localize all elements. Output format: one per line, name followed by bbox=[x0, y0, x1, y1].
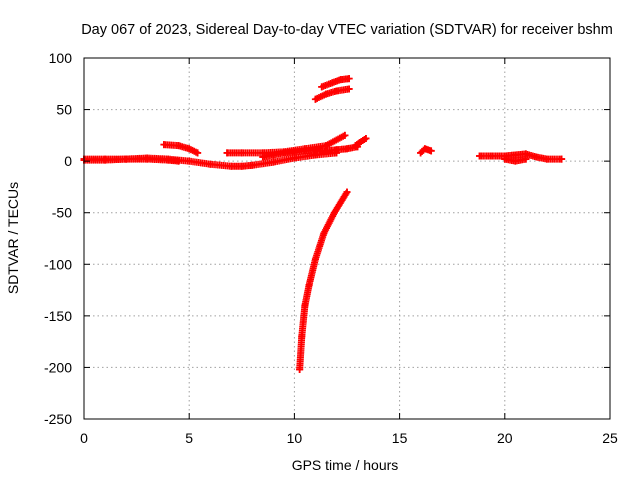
y-axis-label: SDTVAR / TECUs bbox=[5, 182, 21, 294]
data-point bbox=[558, 155, 566, 163]
x-tick-label: 10 bbox=[287, 430, 303, 446]
series-track-j bbox=[501, 155, 530, 165]
plot-frame bbox=[83, 57, 611, 420]
data-point bbox=[328, 79, 336, 87]
grid bbox=[84, 58, 610, 419]
data-point bbox=[185, 157, 193, 165]
data-point bbox=[259, 153, 267, 161]
data-point bbox=[488, 152, 496, 160]
data-point bbox=[194, 149, 202, 157]
series-track-d bbox=[311, 85, 353, 103]
data-point bbox=[343, 145, 351, 153]
data-point bbox=[532, 153, 540, 161]
y-tick-label: 100 bbox=[49, 50, 73, 66]
data-point bbox=[298, 332, 306, 340]
y-tick-label: -250 bbox=[44, 411, 72, 427]
data-point bbox=[290, 148, 298, 156]
data-point bbox=[345, 85, 353, 93]
data-point bbox=[101, 156, 109, 164]
y-tick-label: -50 bbox=[52, 205, 72, 221]
data-point bbox=[238, 149, 246, 157]
data-point bbox=[269, 158, 277, 166]
data-point bbox=[248, 161, 256, 169]
data-point bbox=[311, 255, 319, 263]
data-point bbox=[421, 145, 429, 153]
data-point bbox=[332, 87, 340, 95]
data-points bbox=[80, 75, 566, 373]
data-point bbox=[476, 152, 484, 160]
y-tick-label: 0 bbox=[64, 153, 72, 169]
data-point bbox=[280, 149, 288, 157]
data-point bbox=[122, 155, 130, 163]
data-point bbox=[311, 95, 319, 103]
data-point bbox=[185, 145, 193, 153]
data-point bbox=[269, 151, 277, 159]
series-track-c bbox=[259, 143, 362, 161]
data-point bbox=[305, 281, 313, 289]
x-tick-label: 0 bbox=[80, 430, 88, 446]
data-point bbox=[362, 134, 370, 142]
data-point bbox=[206, 160, 214, 168]
data-point bbox=[337, 76, 345, 84]
data-point bbox=[290, 154, 298, 162]
series-track-h bbox=[417, 145, 435, 157]
axis-ticks: 0 5 10 15 20 25 -250 -200 -150 -100 -50 0 50 100 bbox=[44, 50, 618, 446]
data-point bbox=[301, 302, 309, 310]
y-tick-label: -200 bbox=[44, 359, 72, 375]
data-point bbox=[296, 365, 304, 373]
series-track-f bbox=[351, 134, 370, 150]
data-point bbox=[345, 75, 353, 83]
data-point bbox=[351, 142, 359, 150]
data-point bbox=[160, 141, 168, 149]
data-point bbox=[322, 147, 330, 155]
x-tick-label: 25 bbox=[602, 430, 618, 446]
data-point bbox=[511, 157, 519, 165]
data-point bbox=[543, 155, 551, 163]
data-point bbox=[301, 147, 309, 155]
y-tick-label: -150 bbox=[44, 308, 72, 324]
data-point bbox=[427, 147, 435, 155]
data-point bbox=[175, 157, 183, 165]
series-track-a bbox=[160, 141, 202, 157]
data-point bbox=[341, 131, 349, 139]
data-point bbox=[143, 155, 151, 163]
data-point bbox=[511, 151, 519, 159]
data-point bbox=[311, 147, 319, 155]
data-point bbox=[332, 146, 340, 154]
series-track-e bbox=[318, 75, 353, 91]
x-tick-label: 5 bbox=[185, 430, 193, 446]
x-tick-label: 20 bbox=[497, 430, 513, 446]
data-point bbox=[175, 142, 183, 150]
x-axis-label: GPS time / hours bbox=[292, 457, 399, 473]
chart-title: Day 067 of 2023, Sidereal Day-to-day VTE… bbox=[81, 22, 613, 38]
x-tick-label: 15 bbox=[392, 430, 408, 446]
data-point bbox=[501, 155, 509, 163]
series-track-g bbox=[296, 188, 351, 373]
y-tick-label: 50 bbox=[56, 102, 72, 118]
data-point bbox=[238, 162, 246, 170]
data-point bbox=[227, 162, 235, 170]
data-point bbox=[322, 90, 330, 98]
y-tick-label: -100 bbox=[44, 256, 72, 272]
data-point bbox=[330, 209, 338, 217]
data-point bbox=[164, 156, 172, 164]
data-point bbox=[343, 188, 351, 196]
data-point bbox=[320, 229, 328, 237]
data-point bbox=[356, 139, 364, 147]
data-point bbox=[223, 149, 231, 157]
data-point bbox=[417, 149, 425, 157]
data-point bbox=[522, 155, 530, 163]
data-point bbox=[318, 83, 326, 91]
